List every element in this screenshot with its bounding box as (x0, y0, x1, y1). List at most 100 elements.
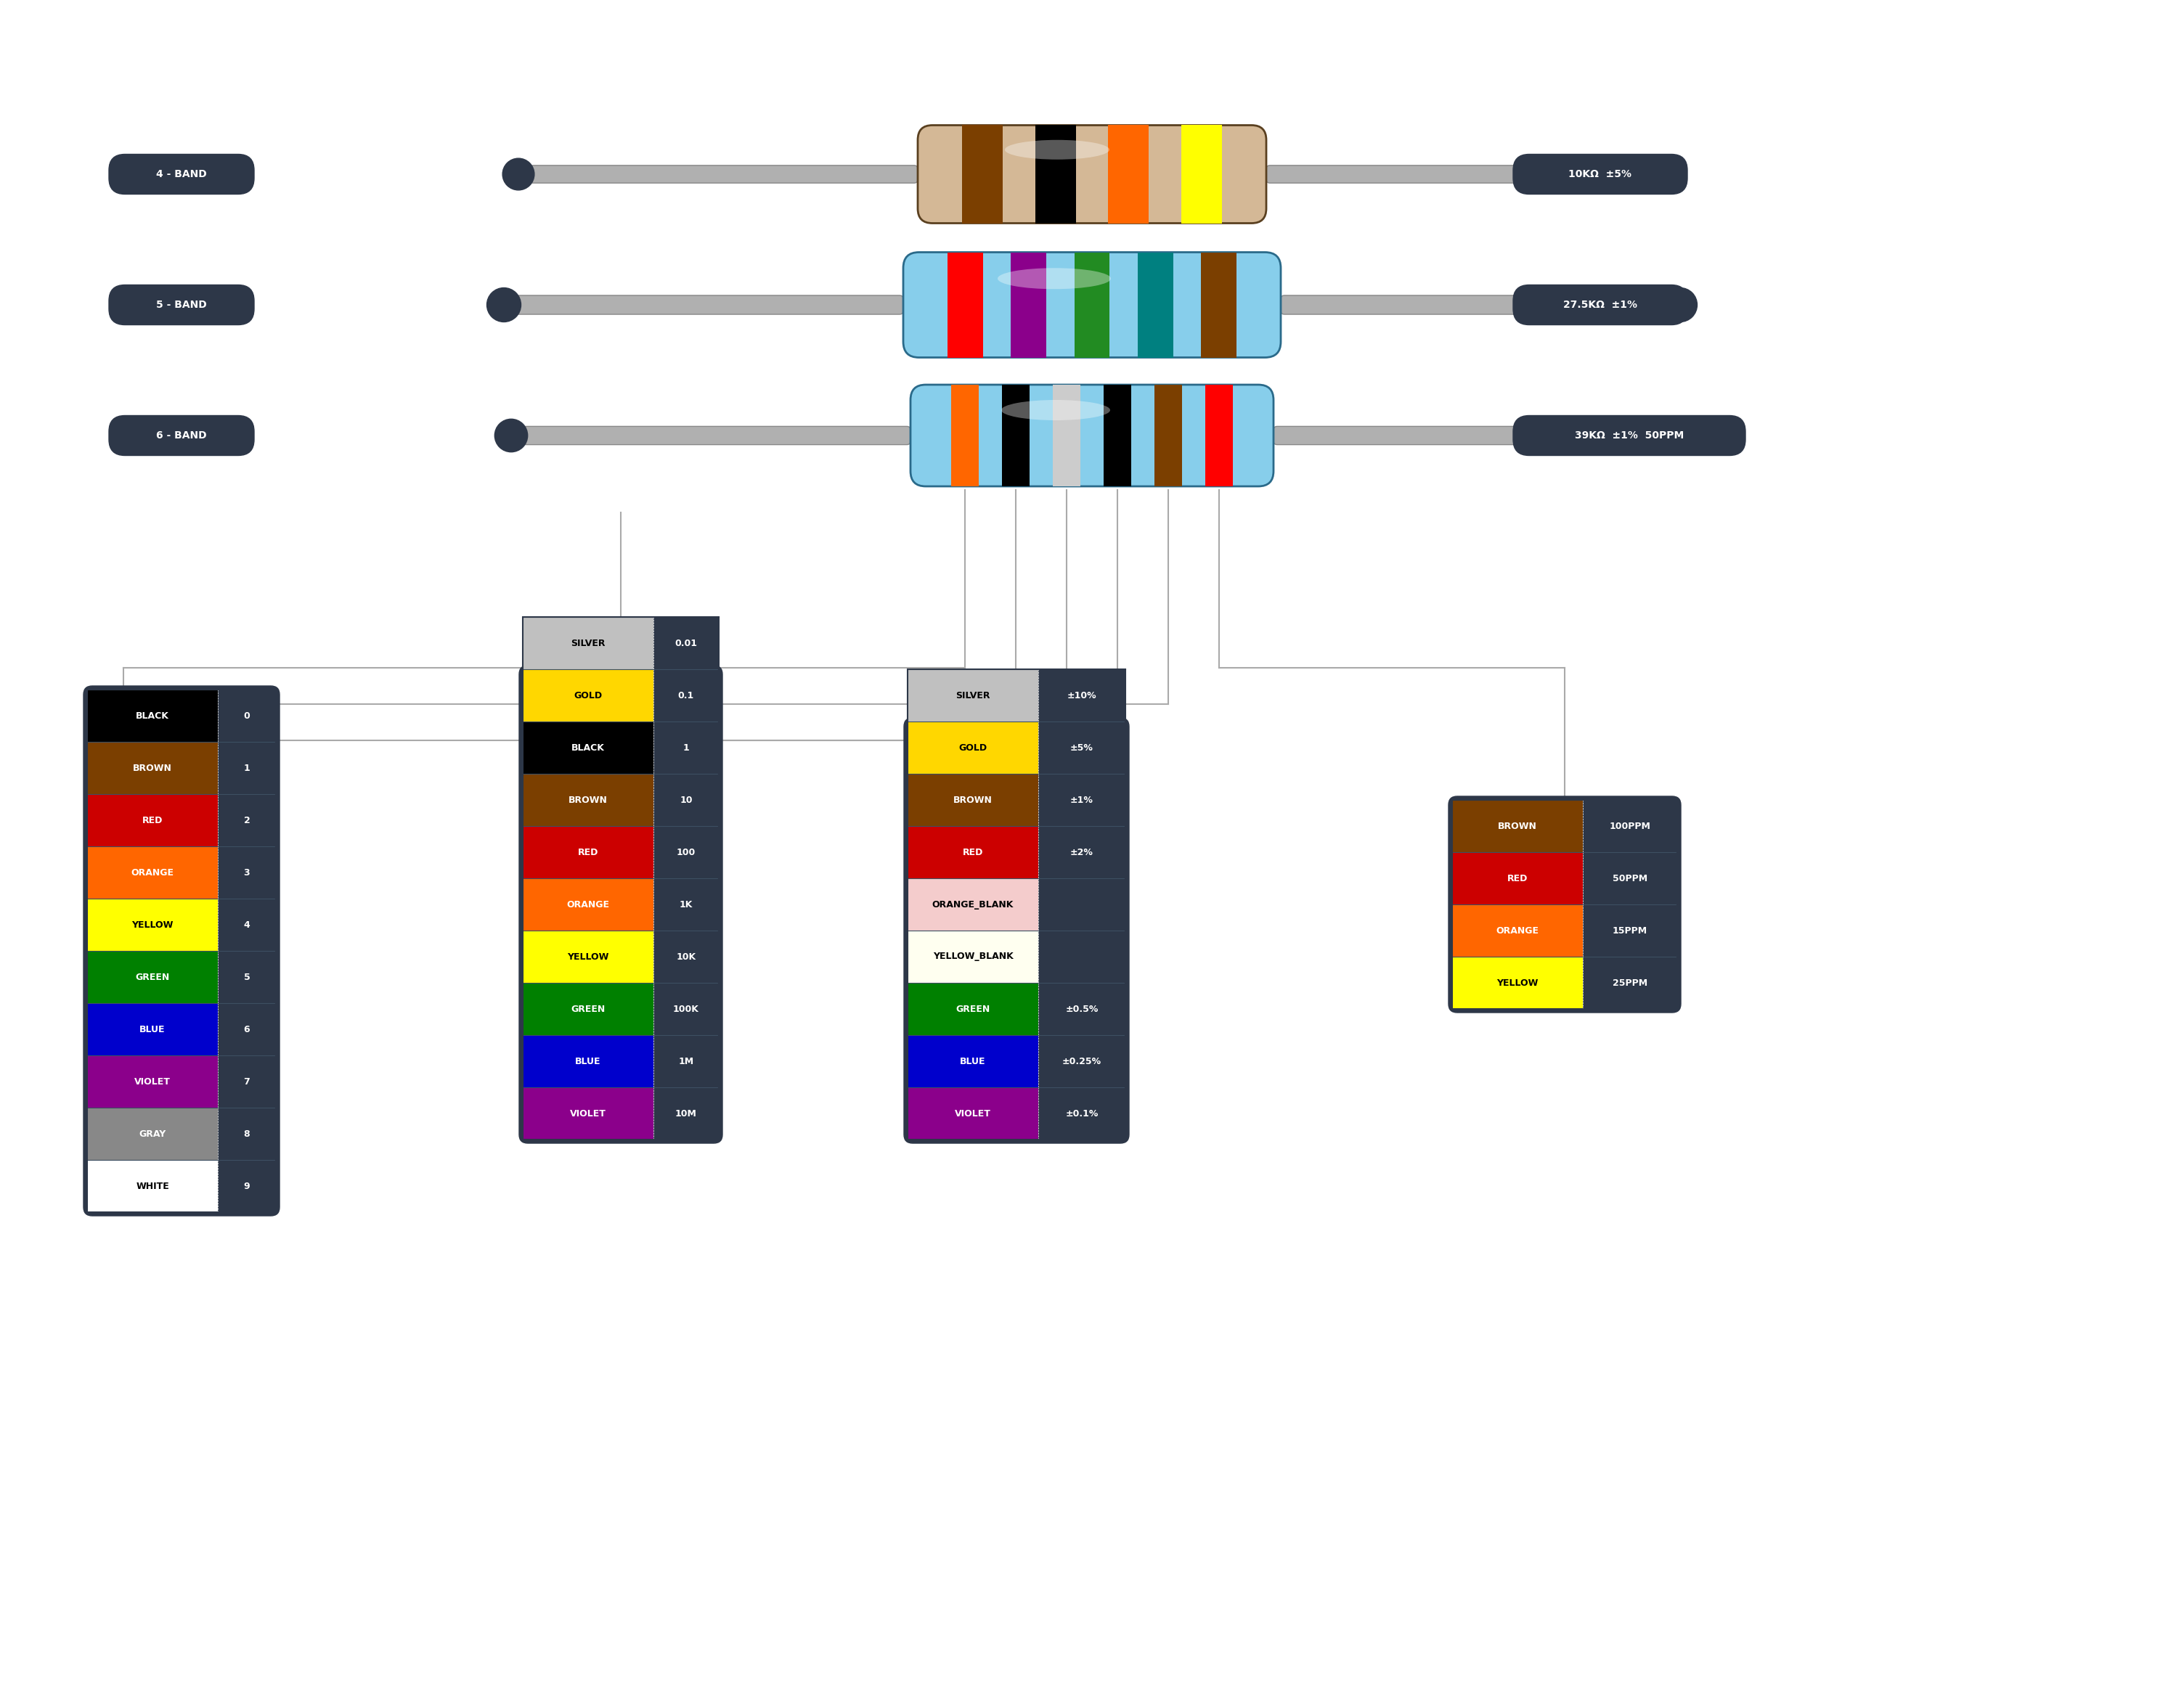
Bar (218, 899, 275, 951)
Text: 7: 7 (245, 1076, 249, 1086)
Bar (1075, 253, 1109, 357)
Text: 3: 3 (245, 867, 249, 877)
Bar (653, 983, 719, 1036)
Text: BLACK: BLACK (135, 711, 168, 721)
Circle shape (1649, 158, 1682, 190)
Bar (522, 983, 653, 1036)
Text: SILVER: SILVER (570, 638, 605, 648)
Bar (87, 689, 275, 1212)
Text: ±10%: ±10% (1068, 690, 1096, 701)
Ellipse shape (998, 268, 1112, 290)
Bar (522, 721, 653, 773)
Bar (1103, 384, 1131, 487)
Bar (909, 1036, 1037, 1088)
Text: 0: 0 (245, 711, 249, 721)
Bar (522, 827, 653, 879)
Bar (218, 743, 275, 795)
Ellipse shape (1000, 401, 1109, 421)
Bar (1037, 721, 1125, 773)
Text: ORANGE: ORANGE (131, 867, 175, 877)
Text: RED: RED (142, 815, 164, 825)
Text: ±1%: ±1% (1070, 795, 1094, 805)
Bar (1035, 125, 1077, 224)
Text: 4: 4 (245, 919, 249, 930)
Circle shape (487, 288, 522, 322)
Bar (909, 721, 1037, 773)
Bar (522, 879, 653, 931)
Text: ±0.1%: ±0.1% (1066, 1108, 1099, 1118)
Bar (1182, 125, 1223, 224)
Bar (653, 1088, 719, 1140)
Text: SILVER: SILVER (957, 690, 989, 701)
Bar (218, 1056, 275, 1108)
Text: ORANGE_BLANK: ORANGE_BLANK (933, 899, 1013, 909)
Bar (1037, 983, 1125, 1036)
Bar (653, 773, 719, 827)
Bar (1201, 253, 1236, 357)
Bar (961, 125, 1002, 224)
Circle shape (496, 419, 529, 451)
Bar (909, 983, 1037, 1036)
Text: 5: 5 (245, 972, 249, 982)
Text: 27.5KΩ  ±1%: 27.5KΩ ±1% (1564, 300, 1638, 310)
Bar (1037, 1088, 1125, 1140)
Text: YELLOW: YELLOW (131, 919, 173, 930)
FancyBboxPatch shape (520, 665, 723, 1143)
Bar (653, 879, 719, 931)
Text: 1: 1 (684, 743, 690, 753)
Bar (909, 879, 1037, 931)
Bar (1037, 1036, 1125, 1088)
Text: 10M: 10M (675, 1108, 697, 1118)
Text: 6 - BAND: 6 - BAND (157, 431, 207, 441)
FancyBboxPatch shape (109, 416, 253, 455)
Bar (218, 951, 275, 1004)
Bar (1452, 800, 1677, 1009)
FancyBboxPatch shape (917, 125, 1267, 224)
Bar (522, 773, 653, 827)
Bar (1002, 384, 1031, 487)
Circle shape (1662, 288, 1697, 322)
Text: GREEN: GREEN (570, 1004, 605, 1014)
Bar (522, 616, 719, 1140)
Bar (1583, 904, 1677, 957)
Text: GRAY: GRAY (140, 1128, 166, 1138)
Text: YELLOW_BLANK: YELLOW_BLANK (933, 951, 1013, 962)
Bar (653, 616, 719, 669)
Text: 15PPM: 15PPM (1612, 926, 1647, 935)
FancyBboxPatch shape (911, 384, 1273, 487)
Bar (1037, 931, 1125, 983)
FancyBboxPatch shape (1514, 155, 1688, 194)
Text: ORANGE: ORANGE (1496, 926, 1540, 935)
Text: BROWN: BROWN (568, 795, 607, 805)
Text: 25PPM: 25PPM (1612, 978, 1647, 987)
Text: 1: 1 (245, 763, 249, 773)
Bar (218, 1160, 275, 1212)
Text: RED: RED (1507, 874, 1529, 882)
Text: 50PPM: 50PPM (1612, 874, 1647, 882)
Bar (1107, 125, 1149, 224)
FancyBboxPatch shape (904, 717, 1129, 1143)
Text: YELLOW: YELLOW (568, 951, 609, 962)
Text: BROWN: BROWN (1498, 822, 1538, 830)
Bar (87, 795, 218, 847)
Bar (653, 931, 719, 983)
Text: 100: 100 (677, 847, 697, 857)
Text: ±0.25%: ±0.25% (1061, 1056, 1101, 1066)
Text: BLUE: BLUE (961, 1056, 985, 1066)
Bar (87, 1004, 218, 1056)
Bar (87, 951, 218, 1004)
Text: YELLOW: YELLOW (1496, 978, 1538, 987)
Text: ORANGE: ORANGE (566, 899, 609, 909)
Bar (653, 669, 719, 721)
FancyBboxPatch shape (1267, 165, 1666, 184)
Bar (87, 689, 218, 743)
Bar (87, 1160, 218, 1212)
Text: DIGITS 1-3: DIGITS 1-3 (50, 921, 59, 980)
Bar (909, 669, 1125, 1140)
Bar (1037, 669, 1125, 721)
Bar (1583, 957, 1677, 1009)
Bar (1037, 827, 1125, 879)
Text: ±2%: ±2% (1070, 847, 1094, 857)
Bar (909, 669, 1037, 721)
Bar (653, 1036, 719, 1088)
